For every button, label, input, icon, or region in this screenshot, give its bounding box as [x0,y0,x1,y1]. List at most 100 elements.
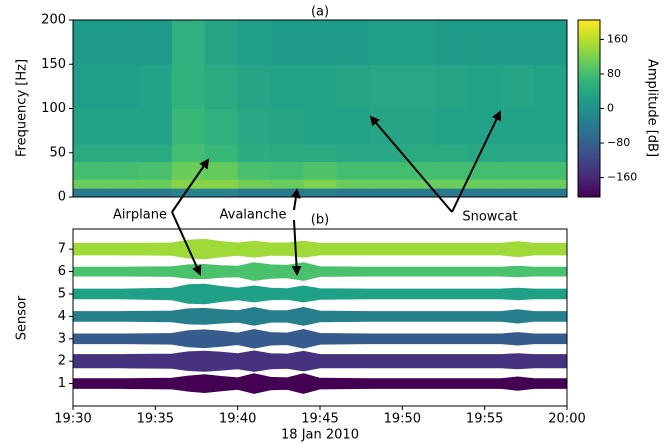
heat-cell [237,143,272,163]
panel-title: (b) [311,213,329,228]
heat-cell [435,179,469,189]
colorbar-step [578,177,600,180]
colorbar-step [578,182,600,186]
colorbar-step [578,112,600,115]
x-tick-label: 19:30 [54,412,91,427]
colorbar-step [578,165,600,168]
heat-cell [237,20,272,65]
heat-cell [435,20,469,65]
heat-cell [237,64,272,109]
colorbar-step [578,28,600,32]
colorbar-step [578,53,600,56]
heat-cell [336,108,370,145]
heat-cell [270,179,305,189]
colorbar-step [578,122,600,125]
colorbar-step [578,145,600,148]
annotation: Snowcat [462,210,517,225]
colorbar-step [578,186,600,189]
x-tick-label: 20:00 [548,412,585,427]
heat-cell [204,143,239,163]
colorbar-step [578,76,600,79]
arrow [451,110,502,213]
colorbar-step [578,127,600,131]
colorbar-step [578,101,600,104]
x-tick-label: 19:40 [219,412,256,427]
colorbar-step [578,57,600,60]
heat-cell [138,20,173,65]
y-tick-label: 100 [41,101,66,116]
y-tick-label: 0 [58,190,66,205]
heat-cell [402,188,436,198]
y-tick-label: 4 [58,309,66,324]
heat-cell [369,179,403,189]
heat-cell [336,179,370,189]
colorbar-step [578,150,600,154]
heat-cell [501,179,535,189]
heat-cell [402,108,436,145]
heat-cell [435,161,469,180]
colorbar-step [578,67,600,71]
colorbar-step [578,62,600,65]
colorbar-step [578,99,600,102]
colorbar-step [578,104,600,108]
heat-cell [237,179,272,189]
colorbar-step [578,108,600,111]
heat-cell [402,161,436,180]
y-tick-label: 5 [58,286,66,301]
colorbar-step [578,97,600,101]
colorbar-tick-label: 160 [607,32,628,45]
colorbar-step [578,175,600,179]
colorbar-step [578,159,600,163]
heat-cell [435,143,469,163]
heat-cell [369,20,403,65]
heat-cell [534,20,568,65]
colorbar-step [578,191,600,194]
waveform [72,350,568,372]
colorbar-step [578,181,600,184]
colorbar-step [578,39,600,42]
colorbar-step [578,152,600,156]
colorbar-step [578,80,600,83]
heat-cell [204,108,239,145]
colorbar-step [578,37,600,40]
heat-cell [369,64,403,109]
heat-cell [369,161,403,180]
colorbar-step [578,20,600,23]
heat-cell [402,64,436,109]
colorbar-step [578,87,600,90]
colorbar-step [578,60,600,63]
colorbar-step [578,58,600,62]
heat-cell [534,188,568,198]
colorbar-step [578,138,600,141]
colorbar-step [578,166,600,170]
colorbar-step [578,74,600,78]
heat-cell [171,143,206,163]
colorbar-step [578,119,600,122]
colorbar-step [578,30,600,33]
colorbar-step [578,81,600,85]
colorbar-step [578,188,600,191]
heat-cell [468,64,502,109]
colorbar-step [578,136,600,140]
arrow [369,115,453,213]
heat-cell [303,188,337,198]
heat-cell [105,143,140,163]
heat-cell [105,179,140,189]
heat-cell [270,188,305,198]
colorbar-step [578,170,600,173]
colorbar-tick-label: −80 [607,136,630,149]
heat-cell [369,188,403,198]
annotation: Avalanche [220,208,287,223]
colorbar-step [578,21,600,25]
heat-cell [501,20,535,65]
heat-cell [501,161,535,180]
heat-cell [73,179,107,189]
x-tick-label: 19:55 [466,412,503,427]
y-tick-label: 6 [58,264,66,279]
heat-cell [468,108,502,145]
waveform [72,238,568,260]
heat-cell [171,20,206,65]
heat-cell [501,64,535,109]
colorbar-step [578,149,600,152]
colorbar-step [578,25,600,28]
